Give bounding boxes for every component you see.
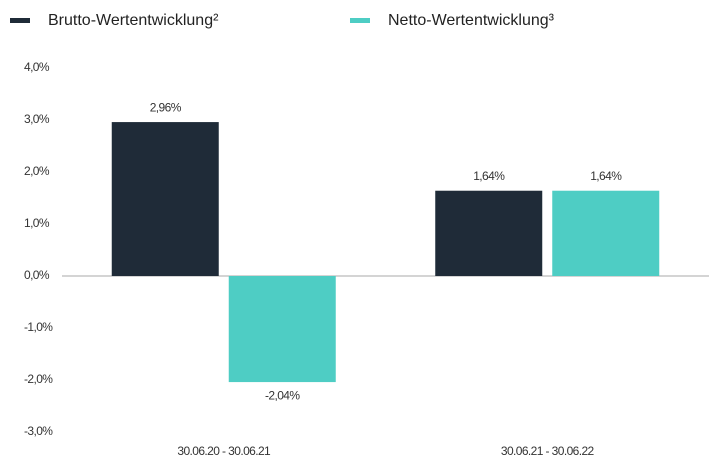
- y-tick-label: -2,0%: [24, 372, 53, 386]
- y-tick-label: -1,0%: [24, 320, 53, 334]
- value-label: 1,64%: [590, 169, 622, 183]
- value-label: -2,04%: [265, 388, 300, 402]
- legend-marker: [350, 18, 370, 23]
- legend-label: Netto-Wertentwicklung³: [388, 12, 555, 29]
- x-tick-label: 30.06.20 - 30.06.21: [177, 444, 271, 458]
- bar: [228, 276, 336, 383]
- legend-marker: [10, 18, 30, 23]
- x-tick-label: 30.06.21 - 30.06.22: [501, 444, 595, 458]
- bar: [111, 122, 219, 276]
- y-tick-label: 3,0%: [24, 112, 50, 126]
- bar: [552, 190, 660, 276]
- bar: [435, 190, 543, 276]
- y-tick-label: 4,0%: [24, 60, 50, 74]
- y-tick-label: -3,0%: [24, 424, 53, 438]
- value-label: 2,96%: [150, 100, 182, 114]
- legend-label: Brutto-Wertentwicklung²: [48, 12, 219, 29]
- y-tick-label: 1,0%: [24, 216, 50, 230]
- value-label: 1,64%: [473, 169, 505, 183]
- y-tick-label: 0,0%: [24, 268, 50, 282]
- y-tick-label: 2,0%: [24, 164, 50, 178]
